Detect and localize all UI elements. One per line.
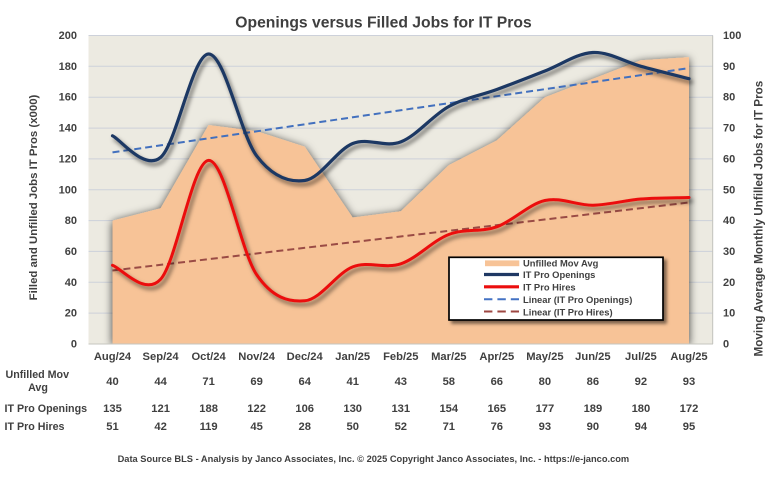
svg-text:42: 42 [154,421,166,433]
svg-text:51: 51 [106,421,118,433]
svg-text:44: 44 [154,376,167,388]
svg-text:66: 66 [491,376,503,388]
svg-text:90: 90 [723,61,735,73]
svg-text:177: 177 [536,403,555,415]
svg-text:May/25: May/25 [526,351,563,363]
svg-text:69: 69 [250,376,262,388]
svg-text:10: 10 [723,308,735,320]
svg-text:172: 172 [680,403,699,415]
svg-text:180: 180 [632,403,651,415]
svg-text:76: 76 [491,421,503,433]
svg-text:Sep/24: Sep/24 [143,351,180,363]
svg-text:100: 100 [59,184,77,196]
svg-text:188: 188 [199,403,218,415]
svg-text:80: 80 [723,92,735,104]
svg-text:100: 100 [723,30,741,42]
svg-text:120: 120 [59,153,77,165]
svg-text:Filled and Unfilled Jobs IT Pr: Filled and Unfilled Jobs IT Pros (x000) [28,94,40,300]
svg-text:93: 93 [683,376,695,388]
svg-text:45: 45 [250,421,262,433]
svg-text:71: 71 [202,376,214,388]
svg-text:119: 119 [200,421,218,433]
svg-text:95: 95 [683,421,695,433]
svg-text:135: 135 [103,403,122,415]
svg-text:71: 71 [443,421,455,433]
svg-text:Linear (IT Pro Openings): Linear (IT Pro Openings) [523,294,632,305]
svg-text:40: 40 [723,215,735,227]
svg-text:130: 130 [343,403,362,415]
svg-text:41: 41 [346,376,358,388]
svg-text:0: 0 [723,339,729,351]
svg-text:Unfilled Mov Avg: Unfilled Mov Avg [523,257,599,268]
svg-text:IT Pro Openings: IT Pro Openings [5,403,88,415]
svg-text:180: 180 [59,61,77,73]
svg-text:IT Pro Hires: IT Pro Hires [523,281,576,292]
svg-text:160: 160 [59,92,77,104]
svg-text:58: 58 [443,376,455,388]
svg-text:154: 154 [439,403,458,415]
svg-text:Moving Average Monthly Unfille: Moving Average Monthly Unfilled Jobs for… [752,80,765,356]
svg-text:Aug/24: Aug/24 [94,351,132,363]
svg-text:40: 40 [65,277,77,289]
svg-text:Nov/24: Nov/24 [238,351,275,363]
svg-text:60: 60 [65,246,77,258]
svg-text:Data Source BLS - Analysis by: Data Source BLS - Analysis by Janco Asso… [118,454,630,464]
svg-text:64: 64 [298,376,311,388]
svg-text:80: 80 [65,215,77,227]
svg-text:Linear (IT Pro Hires): Linear (IT Pro Hires) [523,306,613,317]
svg-text:131: 131 [391,403,410,415]
svg-text:52: 52 [395,421,407,433]
svg-text:IT Pro Hires: IT Pro Hires [5,421,65,433]
svg-text:Oct/24: Oct/24 [191,351,226,363]
svg-text:Jul/25: Jul/25 [625,351,657,363]
svg-text:60: 60 [723,153,735,165]
svg-text:28: 28 [298,421,310,433]
svg-text:Jan/25: Jan/25 [335,351,370,363]
svg-text:Feb/25: Feb/25 [383,351,418,363]
svg-text:92: 92 [635,376,647,388]
svg-text:Avg: Avg [28,382,48,394]
svg-text:189: 189 [584,403,603,415]
svg-text:80: 80 [539,376,551,388]
svg-text:Openings versus Filled Jobs fo: Openings versus Filled Jobs for IT Pros [235,15,532,32]
svg-text:Unfilled Mov: Unfilled Mov [6,369,70,381]
svg-text:90: 90 [587,421,599,433]
svg-text:Jun/25: Jun/25 [575,351,610,363]
svg-text:40: 40 [106,376,118,388]
svg-text:93: 93 [539,421,551,433]
svg-text:IT Pro Openings: IT Pro Openings [523,269,595,280]
svg-text:70: 70 [723,123,735,135]
svg-text:Mar/25: Mar/25 [431,351,466,363]
svg-text:121: 121 [151,403,170,415]
svg-text:20: 20 [65,308,77,320]
svg-text:140: 140 [59,123,77,135]
svg-text:Apr/25: Apr/25 [479,351,514,363]
svg-text:Dec/24: Dec/24 [287,351,324,363]
svg-text:122: 122 [247,403,266,415]
svg-text:200: 200 [59,30,77,42]
svg-text:106: 106 [295,403,314,415]
svg-text:Aug/25: Aug/25 [670,351,707,363]
svg-text:30: 30 [723,246,735,258]
svg-text:43: 43 [395,376,407,388]
svg-text:0: 0 [71,339,77,351]
svg-text:50: 50 [723,184,735,196]
svg-text:94: 94 [635,421,648,433]
svg-text:86: 86 [587,376,599,388]
svg-text:20: 20 [723,277,735,289]
svg-text:50: 50 [346,421,358,433]
svg-text:165: 165 [487,403,506,415]
